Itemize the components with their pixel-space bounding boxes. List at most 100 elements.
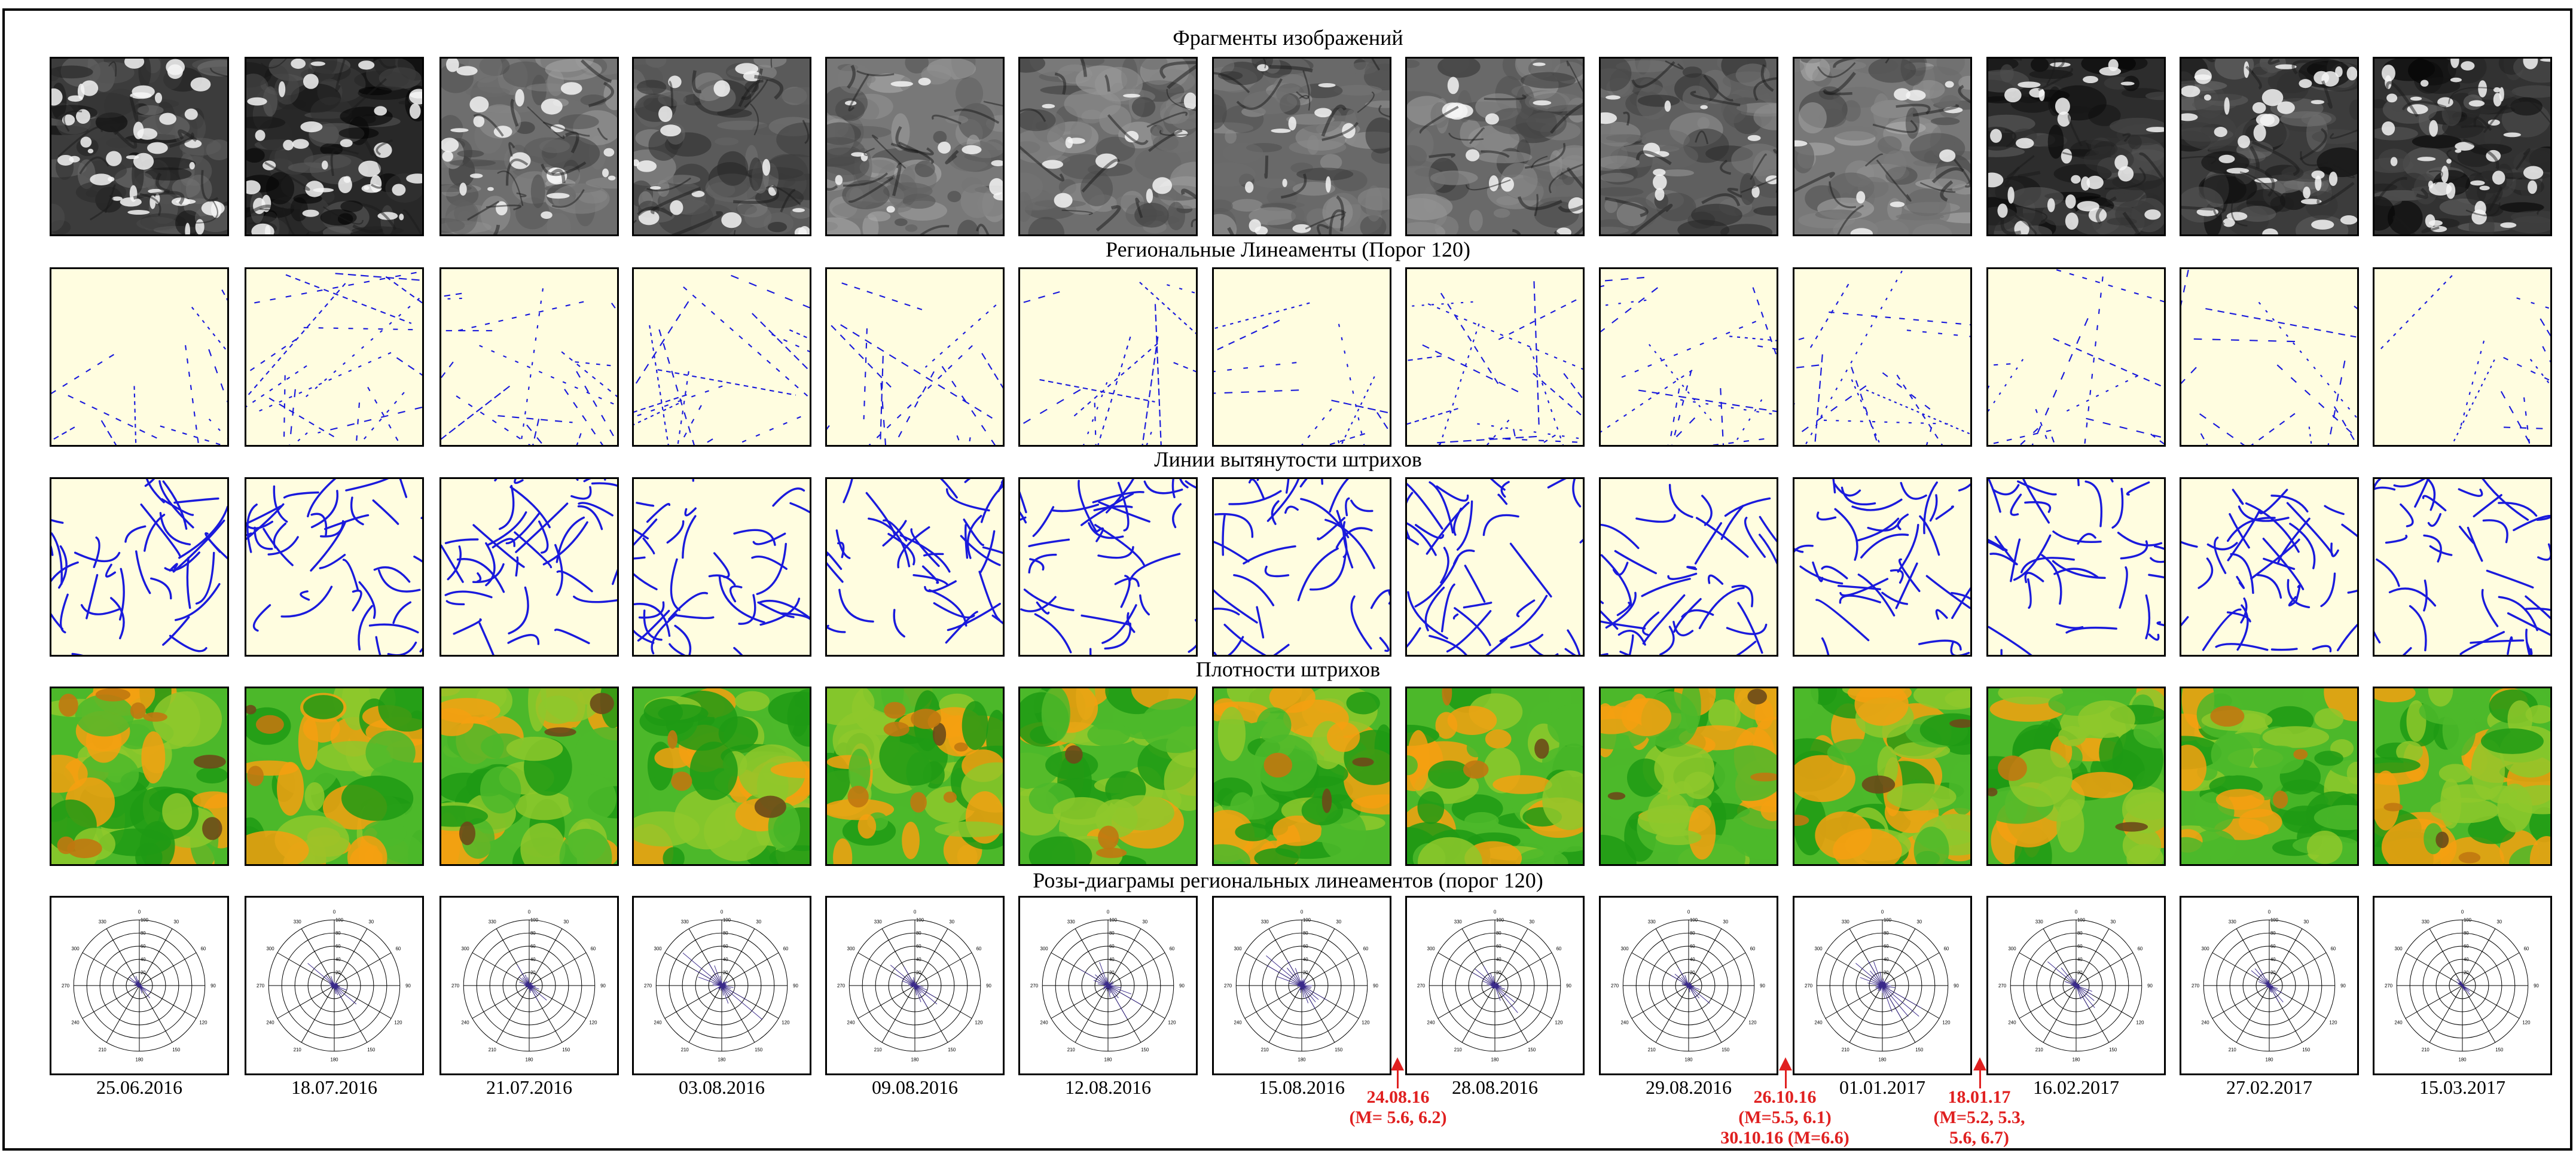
svg-text:300: 300 [2395, 946, 2403, 951]
svg-text:30: 30 [949, 919, 954, 925]
svg-text:90: 90 [405, 983, 411, 989]
event-line: 24.08.16 [1366, 1087, 1430, 1107]
svg-text:180: 180 [718, 1057, 726, 1062]
date-label: 15.08.2016 [1259, 1076, 1345, 1098]
svg-text:270: 270 [257, 983, 265, 989]
svg-text:20: 20 [335, 970, 341, 975]
date-label: 15.03.2017 [2419, 1076, 2505, 1098]
event-line: 30.10.16 (M=6.6) [1720, 1128, 1849, 1148]
svg-text:270: 270 [2192, 983, 2200, 989]
svg-text:0: 0 [1687, 909, 1690, 914]
svg-text:120: 120 [2522, 1020, 2531, 1026]
svg-text:120: 120 [1748, 1020, 1757, 1026]
svg-text:60: 60 [723, 944, 728, 949]
lineament-map-1 [50, 267, 229, 447]
density-map-5 [825, 687, 1005, 866]
svg-text:40: 40 [1109, 957, 1115, 962]
svg-text:0: 0 [333, 909, 336, 914]
stroke-lines-map-4 [632, 477, 811, 657]
date-label: 25.06.2016 [96, 1076, 182, 1098]
svg-text:40: 40 [1690, 957, 1695, 962]
svg-text:210: 210 [99, 1047, 107, 1053]
date-label: 01.01.2017 [1839, 1076, 1925, 1098]
svg-text:90: 90 [2534, 983, 2539, 989]
svg-text:330: 330 [2422, 919, 2430, 925]
date-label: 28.08.2016 [1452, 1076, 1538, 1098]
svg-text:240: 240 [847, 1020, 856, 1026]
stroke-lines-map-8 [1405, 477, 1585, 657]
stroke-lines-map-3 [439, 477, 619, 657]
image-fragment-2 [245, 57, 424, 236]
svg-text:90: 90 [986, 983, 991, 989]
svg-text:40: 40 [1884, 957, 1889, 962]
svg-text:210: 210 [681, 1047, 689, 1053]
svg-text:0: 0 [1301, 909, 1304, 914]
svg-text:20: 20 [2077, 970, 2083, 975]
svg-text:240: 240 [1815, 1020, 1823, 1026]
svg-text:60: 60 [396, 946, 401, 951]
svg-text:120: 120 [394, 1020, 402, 1026]
svg-text:180: 180 [525, 1057, 533, 1062]
image-fragment-5 [825, 57, 1005, 236]
image-fragment-7 [1212, 57, 1391, 236]
density-map-12 [2180, 687, 2359, 866]
svg-text:210: 210 [2035, 1047, 2044, 1053]
svg-text:240: 240 [72, 1020, 80, 1026]
svg-text:80: 80 [141, 931, 146, 936]
svg-text:100: 100 [141, 917, 149, 923]
svg-text:270: 270 [2385, 983, 2393, 989]
event-arrow [1973, 1057, 1986, 1088]
density-map-9 [1599, 687, 1778, 866]
svg-text:300: 300 [267, 946, 275, 951]
rose-diagram-9: 20 40 60 80 100 0 30 60 90 120 150 180 210 240 270 300 3… [1599, 896, 1778, 1075]
svg-text:180: 180 [1104, 1057, 1112, 1062]
svg-text:180: 180 [1878, 1057, 1887, 1062]
svg-text:0: 0 [528, 909, 531, 914]
svg-text:330: 330 [489, 919, 497, 925]
svg-text:20: 20 [1109, 970, 1115, 975]
svg-text:330: 330 [294, 919, 302, 925]
svg-text:60: 60 [2464, 944, 2469, 949]
svg-text:100: 100 [1884, 917, 1892, 923]
svg-text:60: 60 [2138, 946, 2143, 951]
svg-text:180: 180 [330, 1057, 338, 1062]
density-map-13 [2373, 687, 2552, 866]
svg-text:330: 330 [99, 919, 107, 925]
stroke-lines-map-7 [1212, 477, 1391, 657]
date-label: 18.07.2016 [291, 1076, 377, 1098]
svg-text:20: 20 [1303, 970, 1308, 975]
svg-text:20: 20 [1496, 970, 1501, 975]
svg-text:90: 90 [1760, 983, 1765, 989]
svg-text:60: 60 [2524, 946, 2529, 951]
svg-text:150: 150 [755, 1047, 763, 1053]
svg-text:60: 60 [2077, 944, 2083, 949]
svg-text:120: 120 [1555, 1020, 1563, 1026]
date-label: 16.02.2017 [2033, 1076, 2119, 1098]
svg-text:80: 80 [1303, 931, 1308, 936]
lineament-map-6 [1018, 267, 1198, 447]
svg-text:60: 60 [916, 944, 921, 949]
image-fragment-3 [439, 57, 619, 236]
event-line: 18.01.17 [1948, 1087, 2011, 1107]
svg-text:210: 210 [294, 1047, 302, 1053]
svg-text:150: 150 [1915, 1047, 1924, 1053]
stroke-lines-map-13 [2373, 477, 2552, 657]
density-map-6 [1018, 687, 1198, 866]
row-title-lineaments: Региональные Линеаменты (Порог 120) [1106, 237, 1470, 261]
svg-text:300: 300 [1040, 946, 1049, 951]
svg-text:40: 40 [2270, 957, 2276, 962]
lineament-map-8 [1405, 267, 1585, 447]
svg-text:150: 150 [2495, 1047, 2504, 1053]
svg-text:40: 40 [916, 957, 921, 962]
svg-text:150: 150 [367, 1047, 376, 1053]
stroke-lines-map-11 [1986, 477, 2166, 657]
svg-text:150: 150 [562, 1047, 570, 1053]
svg-text:60: 60 [2331, 946, 2336, 951]
svg-text:60: 60 [1944, 946, 1949, 951]
svg-text:100: 100 [1109, 917, 1118, 923]
lineament-map-13 [2373, 267, 2552, 447]
svg-text:60: 60 [1750, 946, 1756, 951]
svg-text:100: 100 [335, 917, 344, 923]
stroke-lines-map-10 [1793, 477, 1972, 657]
svg-text:0: 0 [2461, 909, 2464, 914]
